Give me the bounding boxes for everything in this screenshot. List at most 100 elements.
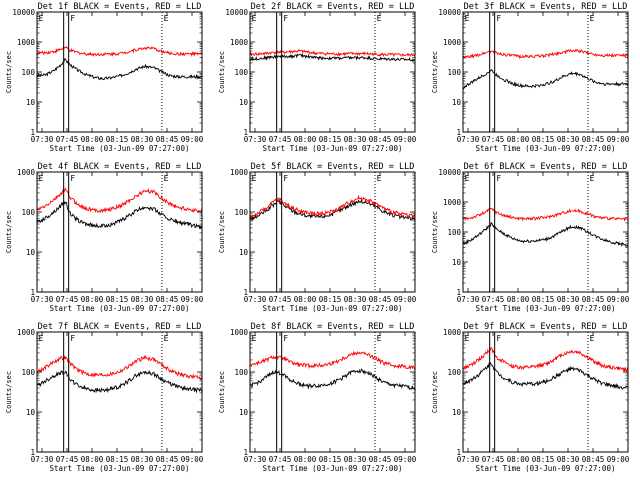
x-tick-label: 08:30	[344, 295, 367, 304]
y-tick-label: 1	[30, 288, 35, 297]
detector-panel-3: Det 3f BLACK = Events, RED = LLD E F E 07:30…	[431, 2, 630, 153]
x-tick-label: 08:15	[532, 455, 555, 464]
y-tick-label: 1000	[443, 328, 462, 337]
y-tick-label: 1	[243, 448, 248, 457]
lld-series-line	[249, 350, 416, 371]
y-tick-label: 10	[452, 408, 462, 417]
flag-label: F	[283, 334, 288, 343]
y-tick-label: 10	[452, 258, 462, 267]
plot-frame	[249, 331, 416, 453]
y-tick-label: 1	[243, 128, 248, 137]
flag-label: E	[252, 174, 257, 183]
flag-label: F	[283, 174, 288, 183]
y-tick-label: 10000	[12, 8, 35, 17]
x-tick-label: 08:45	[156, 135, 179, 144]
x-axis-label: Start Time (03-Jun-09 07:27:00)	[263, 464, 403, 473]
x-tick-label: 08:30	[131, 135, 154, 144]
detector-panel-1: Det 1f BLACK = Events, RED = LLD E F E 07:30…	[5, 2, 204, 153]
x-tick-label: 08:15	[319, 295, 342, 304]
y-tick-label: 1	[30, 128, 35, 137]
y-tick-label: 10	[239, 248, 249, 257]
y-tick-label: 1000	[230, 38, 249, 47]
x-tick-label: 08:15	[532, 135, 555, 144]
detector-panel-2: Det 2f BLACK = Events, RED = LLD E F E 07:30…	[218, 2, 417, 153]
panel-title: Det 5f BLACK = Events, RED = LLD	[251, 162, 415, 172]
x-tick-label: 08:00	[81, 455, 104, 464]
x-tick-label: 07:45	[56, 295, 79, 304]
y-tick-label: 100	[234, 208, 248, 217]
x-tick-label: 08:00	[507, 295, 530, 304]
flag-label: E	[252, 334, 257, 343]
events-series-line	[36, 57, 203, 81]
x-tick-label: 09:00	[607, 135, 630, 144]
flag-label: E	[164, 334, 169, 343]
y-tick-label: 10	[26, 248, 36, 257]
x-tick-label: 08:00	[81, 295, 104, 304]
lld-series-line	[36, 355, 203, 381]
lld-series-line	[462, 48, 629, 60]
x-tick-label: 08:00	[294, 295, 317, 304]
y-axis-label: Counts/sec	[218, 51, 226, 93]
y-tick-label: 100	[447, 368, 461, 377]
y-tick-label: 10	[452, 98, 462, 107]
x-tick-label: 07:45	[56, 135, 79, 144]
y-tick-label: 1000	[17, 38, 36, 47]
y-tick-label: 100	[21, 208, 35, 217]
x-tick-label: 08:30	[131, 295, 154, 304]
y-tick-label: 1000	[17, 328, 36, 337]
x-axis-label: Start Time (03-Jun-09 07:27:00)	[476, 464, 616, 473]
y-tick-label: 1	[456, 448, 461, 457]
y-axis-label: Counts/sec	[431, 51, 439, 93]
lld-series-line	[462, 346, 629, 373]
x-tick-label: 08:45	[582, 135, 605, 144]
events-series-line	[249, 198, 416, 223]
x-tick-label: 08:15	[319, 455, 342, 464]
x-tick-label: 07:45	[269, 455, 292, 464]
flag-label: E	[164, 14, 169, 23]
y-tick-label: 100	[447, 228, 461, 237]
flag-label: E	[252, 14, 257, 23]
panel-title: Det 7f BLACK = Events, RED = LLD	[38, 322, 202, 332]
x-tick-label: 08:45	[582, 295, 605, 304]
x-tick-label: 08:15	[106, 295, 129, 304]
x-tick-label: 08:15	[106, 135, 129, 144]
flag-label: F	[496, 14, 501, 23]
flag-label: E	[39, 174, 44, 183]
events-series-line	[462, 69, 629, 90]
y-tick-label: 1000	[230, 168, 249, 177]
y-tick-label: 100	[447, 68, 461, 77]
y-tick-label: 10	[239, 408, 249, 417]
detector-panel-9: Det 9f BLACK = Events, RED = LLD E F E 07:30…	[431, 322, 630, 473]
x-tick-label: 08:30	[344, 455, 367, 464]
x-tick-label: 08:00	[294, 455, 317, 464]
x-tick-label: 07:30	[244, 295, 267, 304]
x-axis-label: Start Time (03-Jun-09 07:27:00)	[476, 304, 616, 313]
flag-label: E	[590, 334, 595, 343]
panel-title: Det 3f BLACK = Events, RED = LLD	[464, 2, 628, 12]
x-tick-label: 09:00	[181, 135, 204, 144]
flag-label: E	[377, 14, 382, 23]
flag-label: F	[496, 174, 501, 183]
events-series-line	[462, 221, 629, 248]
x-tick-label: 08:45	[156, 455, 179, 464]
x-tick-label: 09:00	[181, 295, 204, 304]
x-tick-label: 09:00	[394, 135, 417, 144]
x-tick-label: 08:30	[344, 135, 367, 144]
x-tick-label: 08:30	[557, 295, 580, 304]
y-axis-label: Counts/sec	[431, 211, 439, 253]
y-tick-label: 100	[234, 368, 248, 377]
x-tick-label: 08:45	[156, 295, 179, 304]
y-tick-label: 10000	[438, 8, 461, 17]
x-tick-label: 07:45	[482, 455, 505, 464]
flag-label: E	[465, 14, 470, 23]
lld-series-line	[36, 187, 203, 214]
y-tick-label: 10000	[438, 168, 461, 177]
x-tick-label: 08:15	[532, 295, 555, 304]
y-tick-label: 10	[26, 408, 36, 417]
plot-frame	[462, 331, 629, 453]
y-tick-label: 100	[234, 68, 248, 77]
panel-title: Det 4f BLACK = Events, RED = LLD	[38, 162, 202, 172]
y-tick-label: 100	[21, 68, 35, 77]
panel-title: Det 9f BLACK = Events, RED = LLD	[464, 322, 628, 332]
plot-frame	[249, 171, 416, 293]
